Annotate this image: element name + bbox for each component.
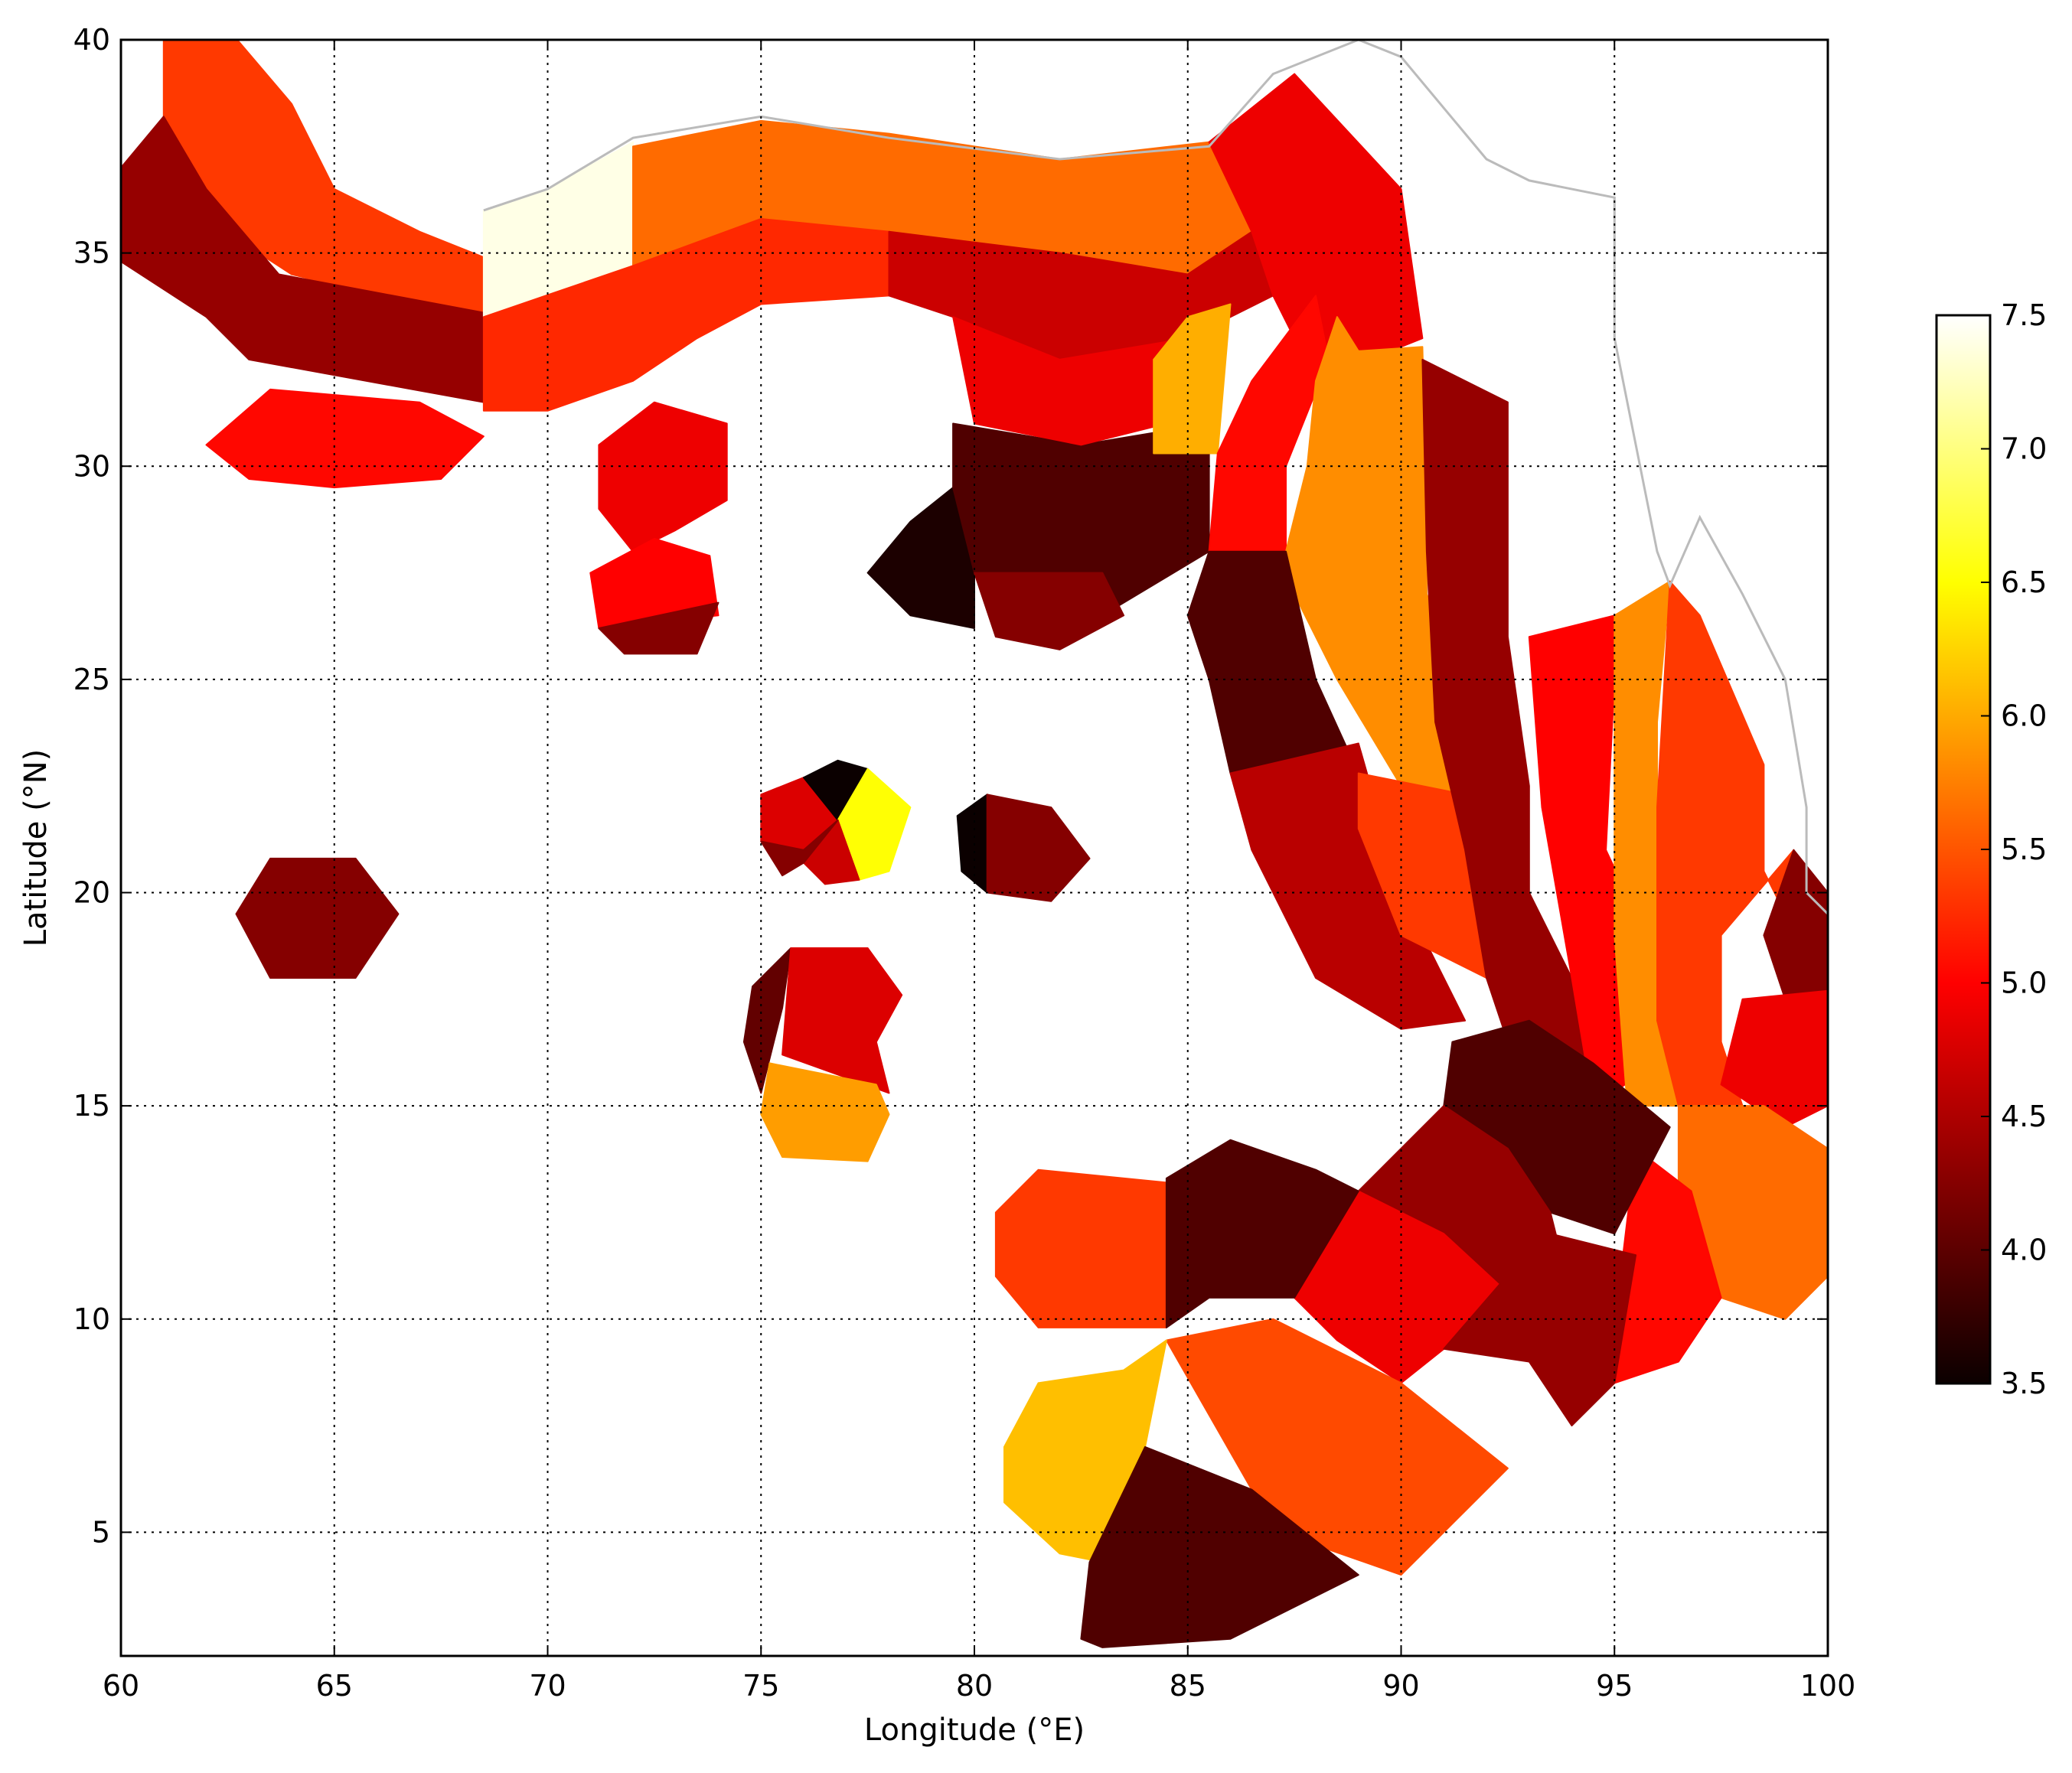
x-tick-label: 100 <box>1800 1669 1856 1703</box>
region-34 <box>1165 1139 1359 1328</box>
y-tick-label: 35 <box>73 236 110 270</box>
region-45 <box>986 794 1091 902</box>
x-tick-label: 75 <box>742 1669 779 1703</box>
colorbar-tick-label: 7.0 <box>2001 432 2047 466</box>
x-axis-ticks: 60 65 70 75 80 85 90 95 100 <box>103 40 1855 1703</box>
y-tick-label: 10 <box>73 1302 110 1336</box>
y-tick-label: 5 <box>92 1515 110 1549</box>
heatmap-regions <box>121 40 1828 1648</box>
region-38 <box>235 857 400 979</box>
grid-lines <box>121 40 1828 1656</box>
region-43 <box>760 819 839 877</box>
region-24 <box>1656 580 1795 1107</box>
region-9 <box>589 538 719 629</box>
region-37 <box>1080 1445 1359 1648</box>
y-axis-ticks: 5 10 15 20 25 30 35 40 <box>73 23 1828 1549</box>
country-boundary <box>483 40 1828 915</box>
colorbar-tick-label: 6.5 <box>2001 565 2047 599</box>
x-axis-label: Longitude (°E) <box>864 1713 1085 1748</box>
region-15 <box>1153 303 1232 455</box>
colorbar: 3.5 4.0 4.5 5.0 5.5 6.0 6.5 7.0 7.5 <box>1935 298 2047 1400</box>
y-tick-label: 30 <box>73 449 110 483</box>
colorbar-tick-label: 5.0 <box>2001 966 2047 1000</box>
boundary-line <box>483 40 1828 915</box>
x-tick-label: 60 <box>103 1669 139 1703</box>
y-tick-label: 20 <box>73 876 110 910</box>
colorbar-tick-label: 7.5 <box>2001 298 2047 332</box>
x-tick-label: 95 <box>1596 1669 1633 1703</box>
colorbar-tick-label: 4.0 <box>2001 1234 2047 1267</box>
region-48 <box>760 1062 890 1162</box>
y-tick-label: 25 <box>73 663 110 696</box>
region-12 <box>952 422 1210 617</box>
region-13 <box>974 572 1125 650</box>
region-7 <box>205 388 485 489</box>
region-46 <box>742 947 792 1094</box>
x-tick-label: 70 <box>529 1669 566 1703</box>
region-19 <box>1229 742 1467 1030</box>
region-33 <box>994 1168 1167 1328</box>
region-4 <box>482 218 890 412</box>
region-10 <box>598 601 719 655</box>
colorbar-tick-label: 3.5 <box>2001 1367 2047 1400</box>
colorbar-tick-label: 6.0 <box>2001 699 2047 733</box>
region-26 <box>1720 989 1828 1128</box>
region-47 <box>781 947 903 1094</box>
x-tick-label: 90 <box>1382 1669 1419 1703</box>
y-tick-label: 15 <box>73 1089 110 1123</box>
x-tick-label: 85 <box>1170 1669 1206 1703</box>
region-32 <box>1443 1233 1637 1427</box>
x-tick-label: 80 <box>956 1669 993 1703</box>
x-tick-label: 65 <box>316 1669 353 1703</box>
colorbar-tick-label: 5.5 <box>2001 833 2047 866</box>
y-tick-label: 40 <box>73 23 110 57</box>
y-axis-label: Latitude (°N) <box>18 749 54 947</box>
colorbar-ticks: 3.5 4.0 4.5 5.0 5.5 6.0 6.5 7.0 7.5 <box>1981 298 2047 1400</box>
colorbar-tick-label: 4.5 <box>2001 1100 2047 1133</box>
